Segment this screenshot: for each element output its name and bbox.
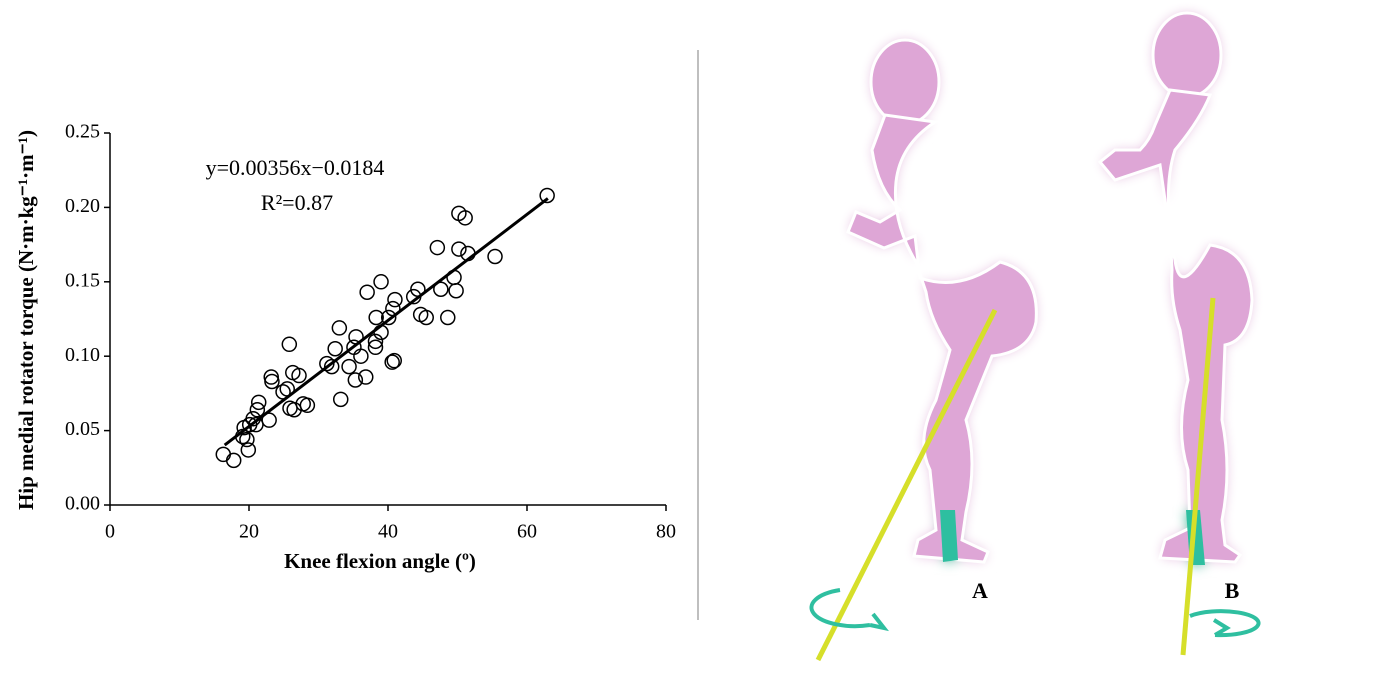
data-point xyxy=(323,358,340,375)
data-point xyxy=(291,367,307,384)
data-point xyxy=(341,358,357,375)
data-point xyxy=(240,442,257,458)
data-point xyxy=(380,309,397,326)
data-point xyxy=(249,402,266,418)
data-point xyxy=(359,284,375,300)
rotation-arrow-b xyxy=(1189,609,1261,638)
data-point xyxy=(215,446,232,463)
data-point xyxy=(368,309,384,326)
data-point xyxy=(440,309,456,326)
y-tick-label: 0.00 xyxy=(65,493,100,515)
data-point xyxy=(433,281,449,297)
data-point xyxy=(239,431,255,448)
panel-label: A xyxy=(972,578,988,603)
figure-b xyxy=(1097,11,1254,565)
data-point xyxy=(236,419,252,436)
figure-a xyxy=(846,38,1038,564)
data-point xyxy=(448,282,464,299)
fit-line xyxy=(223,197,549,447)
x-tick-label: 0 xyxy=(105,521,115,543)
data-point xyxy=(367,333,384,350)
data-point xyxy=(347,372,364,388)
rotation-arrow-a xyxy=(809,588,889,632)
x-tick-label: 60 xyxy=(517,521,537,543)
data-point xyxy=(261,412,277,428)
data-point xyxy=(225,452,242,469)
axis-line-b xyxy=(1180,297,1216,656)
y-tick-label: 0.10 xyxy=(65,344,100,366)
data-point xyxy=(451,241,467,257)
y-axis-label: Hip medial rotator torque (N·m·kg⁻¹·m⁻¹) xyxy=(14,130,38,510)
data-point xyxy=(487,248,503,265)
data-point xyxy=(264,373,280,390)
data-point xyxy=(373,274,389,290)
data-point xyxy=(367,339,384,356)
data-point xyxy=(327,341,343,357)
data-point xyxy=(412,306,429,323)
data-point xyxy=(332,391,349,408)
x-tick-label: 40 xyxy=(378,521,398,543)
data-point xyxy=(387,291,403,308)
r-squared: R²=0.87 xyxy=(261,190,333,215)
data-point xyxy=(281,336,298,353)
y-tick-label: 0.05 xyxy=(65,418,100,440)
panel-label: B xyxy=(1225,578,1240,603)
data-point xyxy=(353,348,369,364)
axis-line-a xyxy=(815,308,998,662)
data-point xyxy=(286,402,302,418)
x-axis-label: Knee flexion angle (º) xyxy=(284,549,476,573)
x-tick-label: 80 xyxy=(656,521,676,543)
data-point xyxy=(250,394,267,411)
y-tick-label: 0.15 xyxy=(65,269,100,291)
x-tick-label: 20 xyxy=(239,521,259,543)
y-tick-label: 0.25 xyxy=(65,121,100,143)
equation: y=0.00356x−0.0184 xyxy=(206,155,385,180)
data-point xyxy=(539,187,555,204)
data-point xyxy=(384,354,400,370)
data-point xyxy=(429,239,446,256)
data-point xyxy=(457,210,473,226)
data-point xyxy=(331,320,348,336)
y-tick-label: 0.20 xyxy=(65,195,100,217)
data-point xyxy=(358,369,374,385)
data-point xyxy=(386,352,403,369)
